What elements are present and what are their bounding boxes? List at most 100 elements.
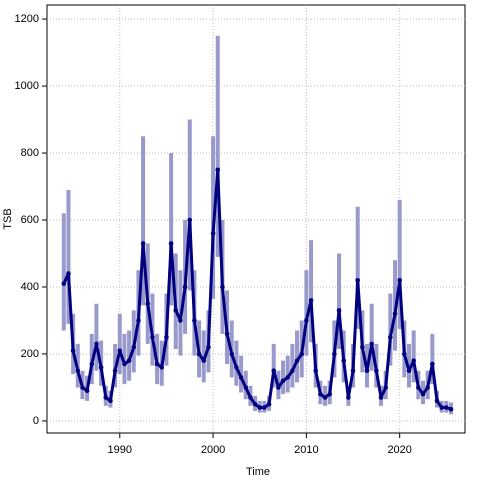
data-point (425, 385, 430, 390)
y-tick-label: 1200 (15, 13, 39, 25)
data-point (416, 385, 421, 390)
data-point (299, 351, 305, 357)
y-tick-label: 1000 (15, 80, 39, 92)
data-point (388, 334, 393, 340)
series-line (62, 168, 452, 411)
data-point (229, 351, 235, 357)
data-point (70, 348, 76, 353)
data-point (98, 365, 104, 370)
data-point (308, 298, 314, 303)
data-point (276, 385, 281, 390)
data-point (313, 368, 319, 374)
plot-frame (46, 4, 466, 434)
data-point (290, 368, 295, 374)
data-point (178, 318, 183, 323)
data-point (266, 401, 272, 407)
data-point (112, 368, 118, 374)
data-point (140, 241, 146, 246)
x-tick-label: 2010 (294, 444, 318, 456)
data-point (411, 358, 416, 363)
data-point (117, 348, 123, 353)
y-tick-label: 200 (21, 348, 39, 360)
y-axis-label: TSB (2, 208, 14, 229)
data-point (150, 334, 155, 340)
data-point (192, 318, 197, 323)
data-point (252, 401, 258, 407)
x-tick-label: 1990 (108, 444, 132, 456)
y-tick-label: 400 (21, 281, 39, 293)
data-point (206, 344, 211, 350)
data-point (448, 406, 454, 412)
data-point (346, 395, 351, 400)
y-tick-label: 0 (33, 415, 39, 427)
data-point (439, 405, 444, 410)
data-point (332, 351, 337, 357)
data-point (327, 391, 333, 397)
x-tick-label: 2000 (201, 444, 225, 456)
data-point (159, 365, 165, 370)
data-point (406, 368, 412, 374)
x-tick-label: 2020 (387, 444, 411, 456)
data-point (61, 281, 67, 286)
data-point (66, 271, 71, 276)
data-point (201, 358, 207, 363)
data-point (378, 395, 384, 400)
data-point (355, 277, 361, 283)
data-point (280, 378, 286, 384)
data-point (243, 385, 249, 390)
y-tick-label: 600 (21, 214, 39, 226)
data-point (271, 368, 277, 374)
data-point (304, 318, 309, 323)
data-point (341, 358, 347, 363)
data-point (336, 308, 342, 313)
data-point (383, 385, 388, 390)
data-point (168, 241, 174, 246)
data-point (262, 405, 267, 410)
data-point (164, 334, 169, 340)
data-point (257, 405, 263, 410)
data-point (145, 301, 151, 307)
data-point (434, 398, 440, 404)
data-point (364, 368, 370, 374)
data-point (285, 375, 291, 380)
x-axis-label: Time (246, 466, 270, 478)
data-point (108, 398, 113, 404)
y-tick-label: 800 (21, 147, 39, 159)
data-point (350, 368, 356, 374)
data-point (196, 351, 202, 357)
data-point (84, 388, 90, 394)
data-point (360, 344, 365, 350)
data-point (397, 277, 402, 283)
data-point (154, 361, 160, 367)
data-point (173, 308, 179, 313)
data-point (182, 284, 188, 290)
data-point (89, 361, 95, 367)
data-point (369, 341, 374, 347)
data-point (103, 395, 109, 400)
data-point (215, 167, 221, 173)
data-point (94, 341, 99, 347)
data-point (318, 391, 323, 397)
data-point (430, 361, 435, 367)
data-point (131, 344, 137, 350)
data-point (210, 231, 216, 236)
data-point (80, 385, 85, 390)
data-point (238, 375, 244, 380)
data-point (187, 217, 193, 223)
data-point (234, 365, 239, 370)
data-point (75, 368, 81, 374)
data-point (248, 395, 253, 400)
data-point (294, 358, 300, 363)
data-point (392, 311, 398, 317)
data-point (224, 331, 230, 337)
data-point (444, 405, 449, 410)
data-point (322, 395, 328, 400)
data-point (402, 351, 407, 357)
data-point (220, 284, 225, 290)
data-point (122, 361, 127, 367)
data-point (136, 318, 141, 323)
data-point (126, 358, 132, 363)
data-point (420, 391, 426, 397)
